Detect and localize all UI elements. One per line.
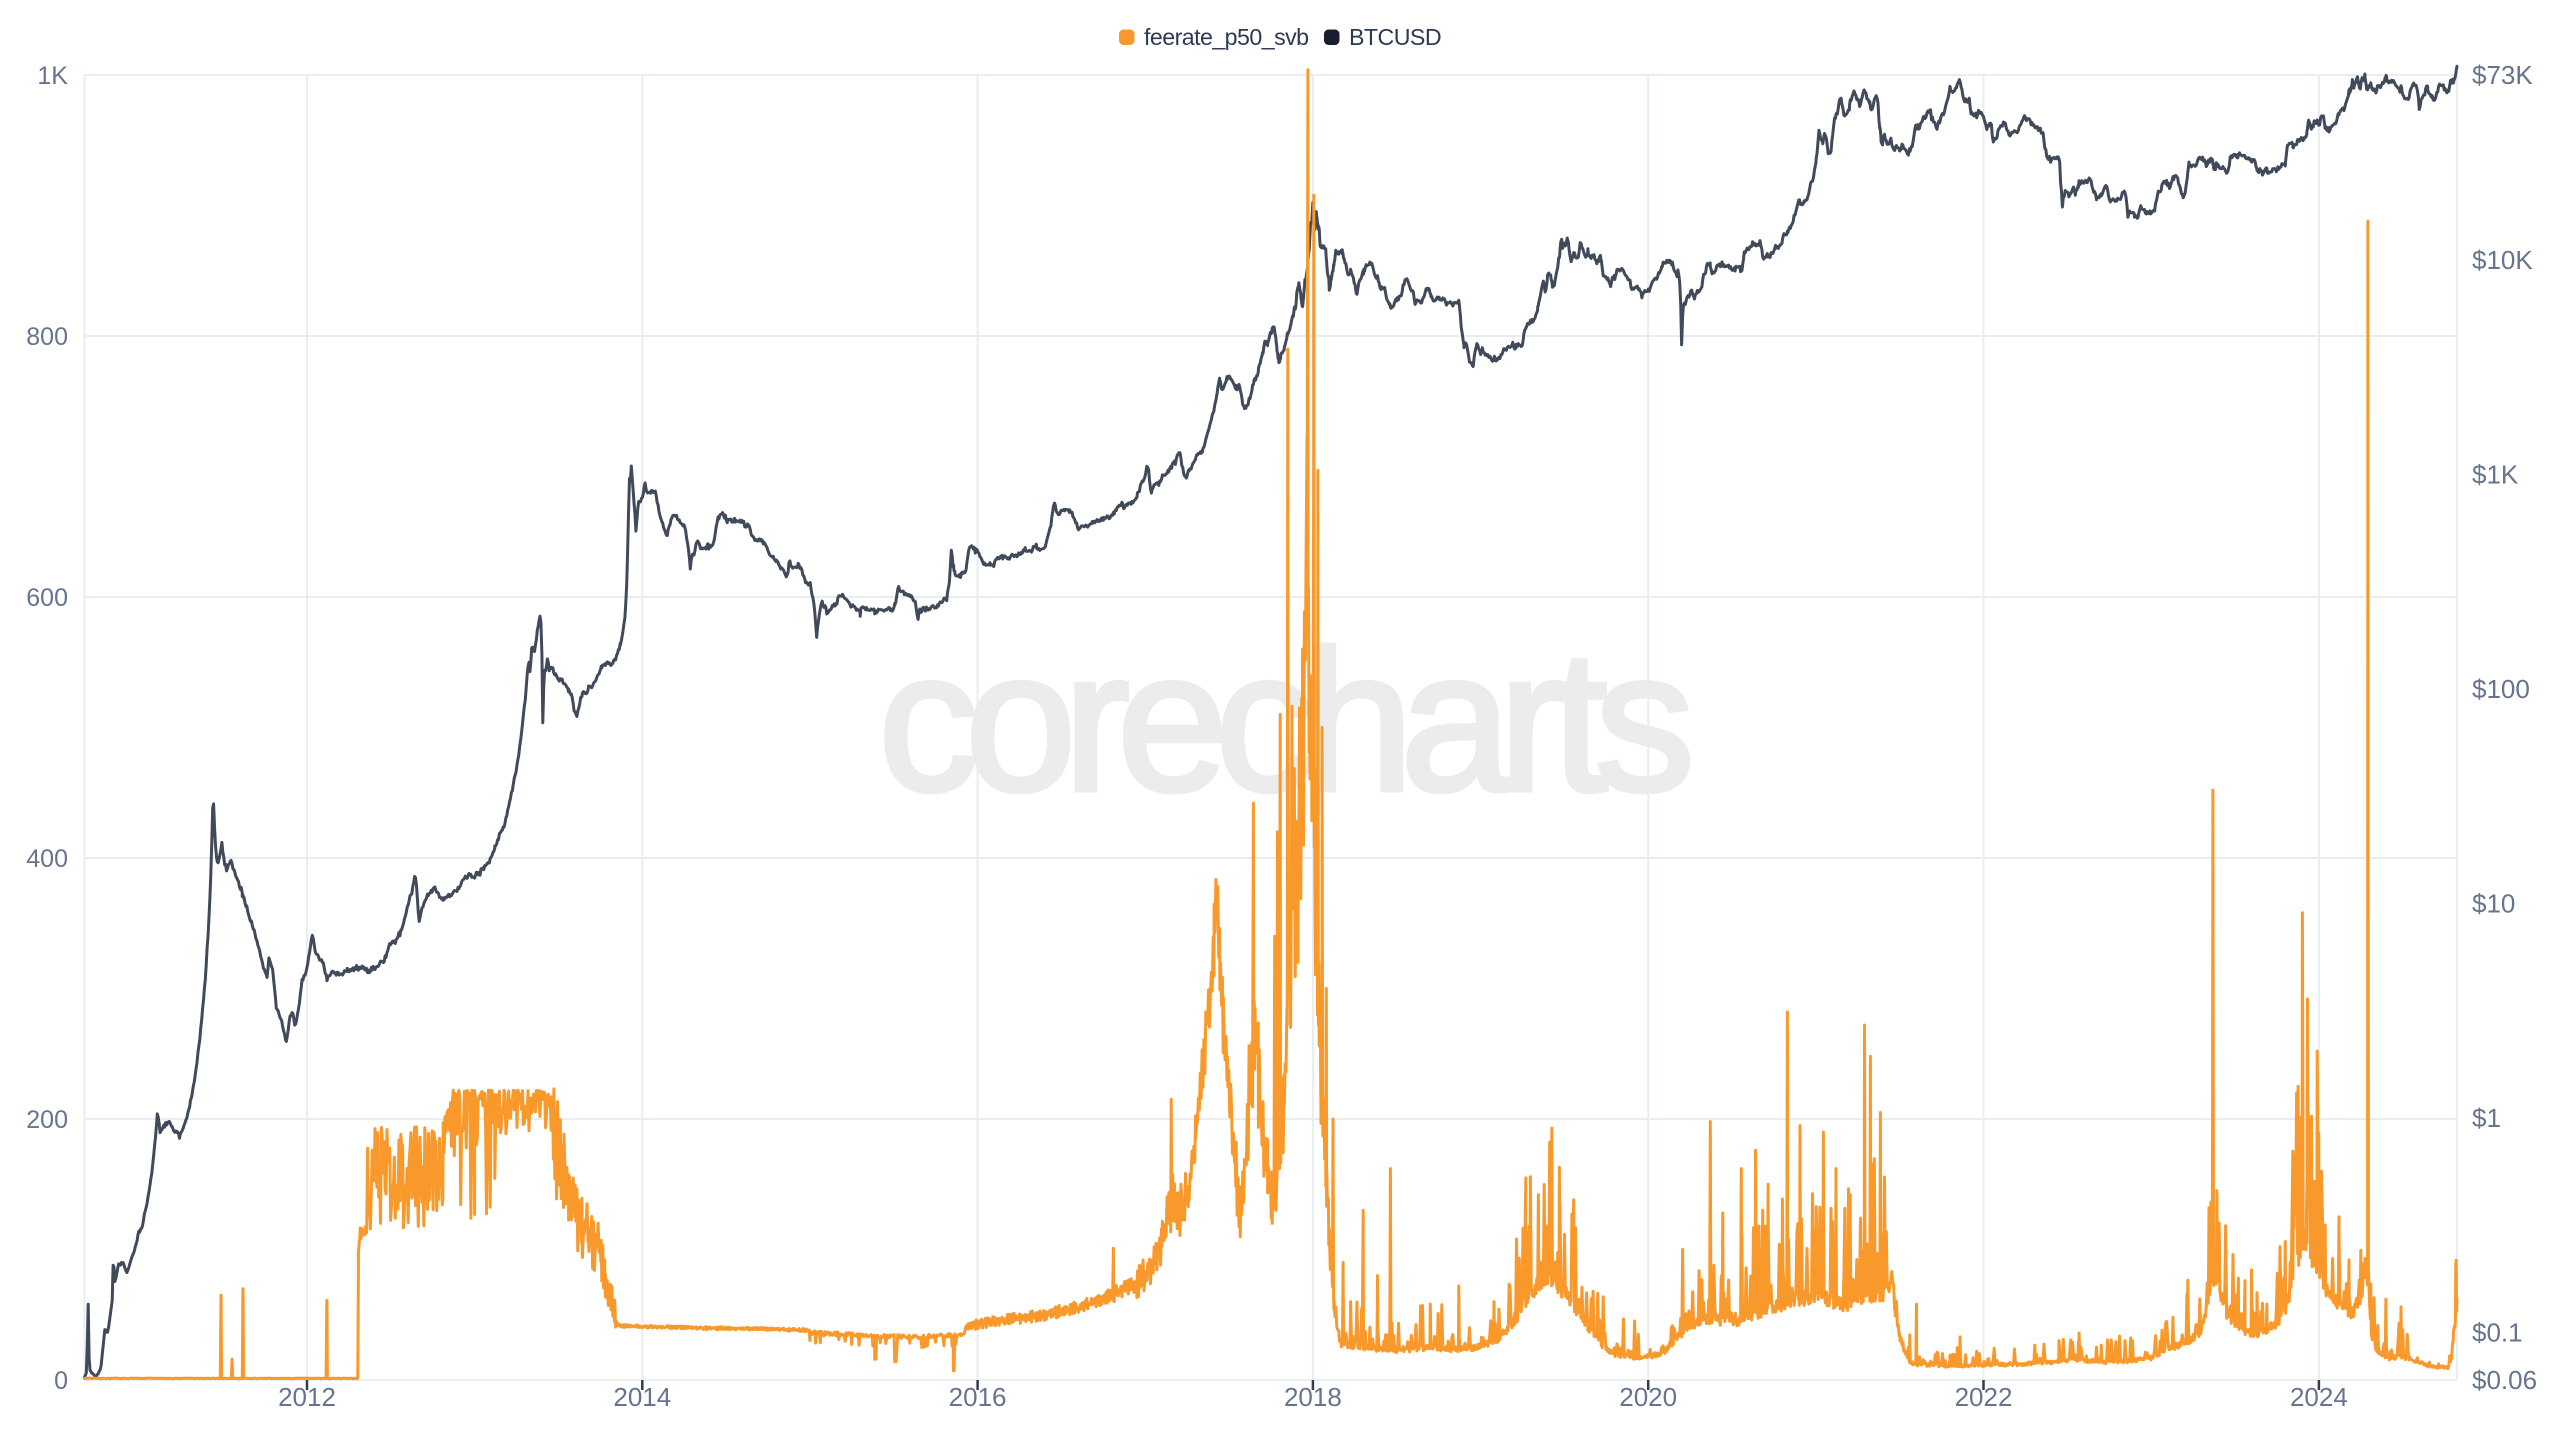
svg-text:feerate_p50_svb: feerate_p50_svb — [1144, 24, 1309, 50]
svg-text:400: 400 — [26, 845, 68, 873]
svg-text:2024: 2024 — [2290, 1382, 2348, 1412]
svg-text:$10K: $10K — [2472, 245, 2533, 275]
svg-text:$1: $1 — [2472, 1103, 2501, 1133]
svg-text:2020: 2020 — [1619, 1382, 1677, 1412]
svg-text:$0.06: $0.06 — [2472, 1365, 2537, 1395]
svg-text:$100: $100 — [2472, 674, 2530, 704]
svg-text:$0.1: $0.1 — [2472, 1317, 2523, 1347]
svg-text:$73K: $73K — [2472, 60, 2533, 90]
svg-text:$10: $10 — [2472, 889, 2515, 919]
svg-text:corecharts: corecharts — [878, 610, 1688, 833]
svg-text:1K: 1K — [37, 62, 68, 90]
svg-text:2022: 2022 — [1955, 1382, 2013, 1412]
svg-text:2018: 2018 — [1284, 1382, 1342, 1412]
svg-text:2016: 2016 — [949, 1382, 1007, 1412]
svg-text:800: 800 — [26, 323, 68, 351]
svg-text:BTCUSD: BTCUSD — [1349, 24, 1441, 50]
svg-text:2014: 2014 — [613, 1382, 671, 1412]
svg-text:200: 200 — [26, 1106, 68, 1134]
svg-text:2012: 2012 — [278, 1382, 336, 1412]
svg-text:0: 0 — [54, 1367, 68, 1395]
svg-text:$1K: $1K — [2472, 460, 2519, 490]
svg-text:600: 600 — [26, 584, 68, 612]
